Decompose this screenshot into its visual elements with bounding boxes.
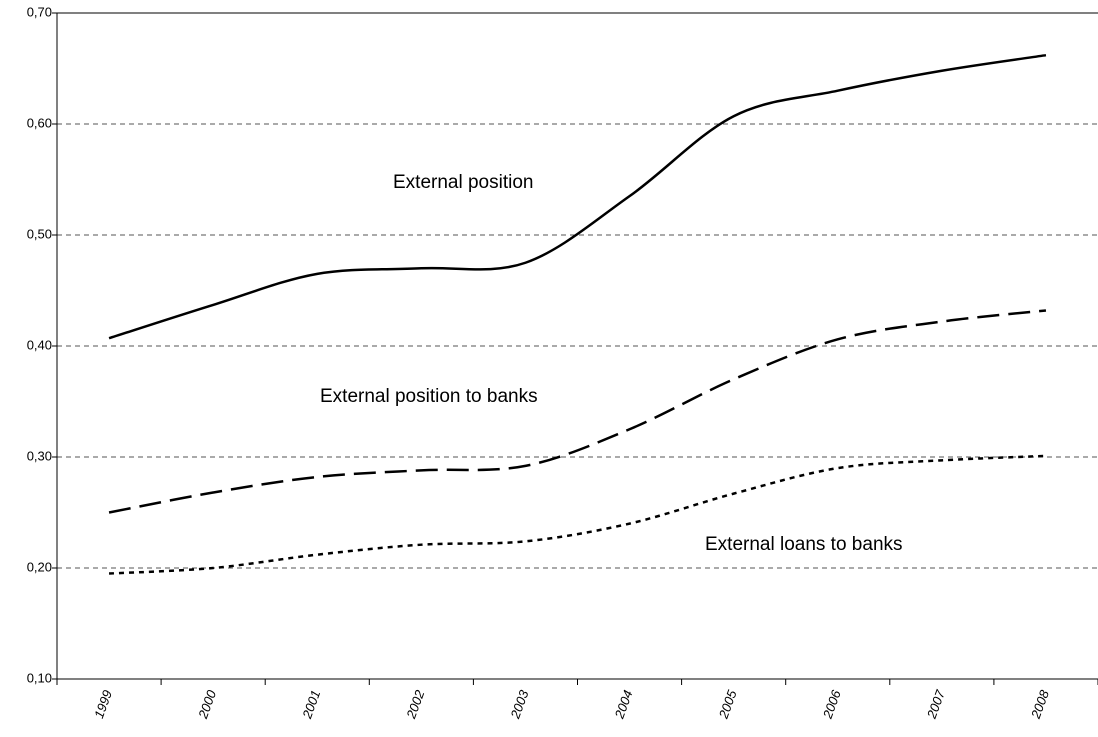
x-tick-label: 2003 [507, 687, 532, 721]
x-tick-label: 1999 [91, 688, 115, 720]
line-series [108, 309, 1047, 514]
series-label: External position [393, 172, 533, 193]
line-series [108, 53, 1047, 340]
x-tick-label: 2005 [715, 687, 740, 721]
y-tick-label: 0,10 [27, 670, 52, 685]
y-tick-label: 0,30 [27, 448, 52, 463]
x-tick-label: 2007 [924, 687, 949, 721]
series-label: External loans to banks [705, 534, 903, 555]
x-tick-label: 2001 [299, 688, 323, 721]
x-tick-label: 2000 [195, 687, 220, 721]
x-tick-label: 2008 [1028, 687, 1053, 721]
x-tick-label: 2006 [819, 687, 844, 721]
x-tick-label: 2002 [403, 687, 428, 721]
x-tick-label: 2004 [611, 688, 635, 721]
y-tick-label: 0,60 [27, 115, 52, 130]
y-tick-label: 0,50 [27, 226, 52, 241]
y-tick-label: 0,20 [27, 559, 52, 574]
y-tick-label: 0,40 [27, 337, 52, 352]
y-tick-label: 0,70 [27, 4, 52, 19]
series-label: External position to banks [320, 386, 538, 407]
line-series [108, 454, 1047, 575]
